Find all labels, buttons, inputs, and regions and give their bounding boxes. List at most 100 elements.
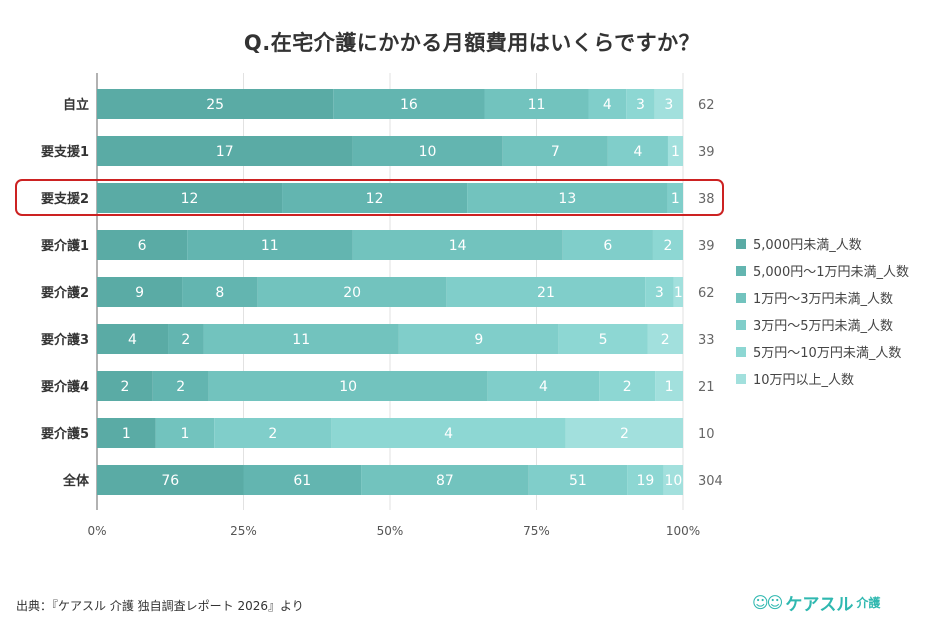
category-label: 全体 — [62, 473, 90, 489]
brand-logo: ☺☺ ケアスル 介護 — [752, 590, 880, 615]
data-label: 1 — [180, 426, 189, 442]
x-tick-label: 25% — [230, 524, 257, 538]
bar-segment — [627, 465, 664, 495]
bar-segment — [282, 183, 468, 213]
category-label: 要介護3 — [41, 332, 89, 348]
data-label: 4 — [603, 97, 612, 113]
total-label: 39 — [698, 145, 715, 160]
x-tick-label: 75% — [523, 524, 550, 538]
bar-segment — [168, 324, 204, 354]
legend-item: 10万円以上_人数 — [736, 365, 909, 392]
legend-label: 3万円〜5万円未満_人数 — [753, 319, 894, 334]
bar-segment — [97, 277, 183, 307]
data-label: 3 — [636, 97, 645, 113]
bar-segment — [502, 136, 608, 166]
data-label: 4 — [539, 379, 548, 395]
data-label: 11 — [292, 332, 310, 348]
data-label: 1 — [665, 379, 674, 395]
data-label: 1 — [671, 144, 680, 160]
logo-main: ケアスル — [785, 595, 854, 615]
total-label: 38 — [698, 192, 715, 207]
data-label: 12 — [366, 191, 384, 207]
bar-segment — [487, 371, 600, 401]
x-tick-label: 100% — [666, 524, 700, 538]
bar-segment — [97, 183, 283, 213]
legend-item: 3万円〜5万円未満_人数 — [736, 311, 909, 338]
data-label: 5 — [599, 332, 608, 348]
bar-segment — [663, 465, 683, 495]
data-label: 7 — [551, 144, 560, 160]
data-label: 2 — [268, 426, 277, 442]
data-label: 2 — [181, 332, 190, 348]
legend-swatch — [736, 292, 746, 303]
data-label: 2 — [176, 379, 185, 395]
logo-sub: 介護 — [856, 596, 881, 610]
bar-segment — [182, 277, 258, 307]
data-label: 9 — [474, 332, 483, 348]
bar-segment — [484, 89, 589, 119]
legend-label: 5,000円〜1万円未満_人数 — [753, 265, 909, 280]
bar-segment — [398, 324, 559, 354]
legend-label: 5,000円未満_人数 — [753, 238, 862, 253]
data-label: 1 — [671, 191, 680, 207]
data-label: 17 — [216, 144, 234, 160]
category-label: 要介護5 — [41, 426, 89, 442]
data-label: 87 — [436, 473, 454, 489]
bar-segment — [626, 89, 655, 119]
data-label: 2 — [620, 426, 629, 442]
data-label: 9 — [135, 285, 144, 301]
bar-segment — [652, 230, 683, 260]
legend: 5,000円未満_人数 5,000円〜1万円未満_人数 1万円〜3万円未満_人数 3万… — [736, 230, 909, 392]
bar-segment — [152, 371, 209, 401]
bar-segment — [647, 324, 683, 354]
bar-segment — [667, 136, 683, 166]
legend-swatch — [736, 346, 746, 357]
bar-segment — [446, 277, 646, 307]
legend-item: 5万円〜10万円未満_人数 — [736, 338, 909, 365]
legend-item: 5,000円〜1万円未満_人数 — [736, 257, 909, 284]
chart-title: Q.在宅介護にかかる月額費用はいくらですか？ — [243, 31, 701, 55]
legend-item: 1万円〜3万円未満_人数 — [736, 284, 909, 311]
total-label: 304 — [698, 474, 723, 489]
data-label: 4 — [633, 144, 642, 160]
legend-label: 1万円〜3万円未満_人数 — [753, 292, 894, 307]
bar-segment — [97, 136, 353, 166]
data-label: 1 — [122, 426, 131, 442]
bar-segment — [599, 371, 656, 401]
data-label: 6 — [603, 238, 612, 254]
bar-segment — [333, 89, 485, 119]
bar-segment — [257, 277, 447, 307]
total-label: 39 — [698, 239, 715, 254]
data-label: 3 — [664, 97, 673, 113]
bar-segment — [673, 277, 683, 307]
legend-swatch — [736, 319, 746, 330]
data-label: 51 — [569, 473, 587, 489]
data-label: 13 — [558, 191, 576, 207]
data-label: 3 — [655, 285, 664, 301]
data-label: 10 — [664, 473, 682, 489]
bar-segment — [97, 371, 153, 401]
bar-segment — [97, 89, 334, 119]
data-label: 19 — [636, 473, 654, 489]
category-label: 要支援1 — [41, 144, 89, 160]
bar-segment — [361, 465, 529, 495]
bar-segment — [654, 89, 683, 119]
data-label: 10 — [339, 379, 357, 395]
x-tick-label: 0% — [87, 524, 106, 538]
data-label: 11 — [528, 97, 546, 113]
bar-segment — [97, 418, 156, 448]
legend-swatch — [736, 265, 746, 276]
data-label: 6 — [138, 238, 147, 254]
category-label: 要介護1 — [41, 238, 89, 254]
legend-label: 10万円以上_人数 — [753, 373, 855, 388]
bar-segment — [558, 324, 648, 354]
data-label: 12 — [181, 191, 199, 207]
data-label: 11 — [261, 238, 279, 254]
bar-segment — [607, 136, 668, 166]
data-label: 25 — [206, 97, 224, 113]
data-label: 2 — [120, 379, 129, 395]
bar-segment — [331, 418, 566, 448]
bar-segment — [97, 465, 244, 495]
bar-segment — [645, 277, 674, 307]
data-label: 21 — [537, 285, 555, 301]
